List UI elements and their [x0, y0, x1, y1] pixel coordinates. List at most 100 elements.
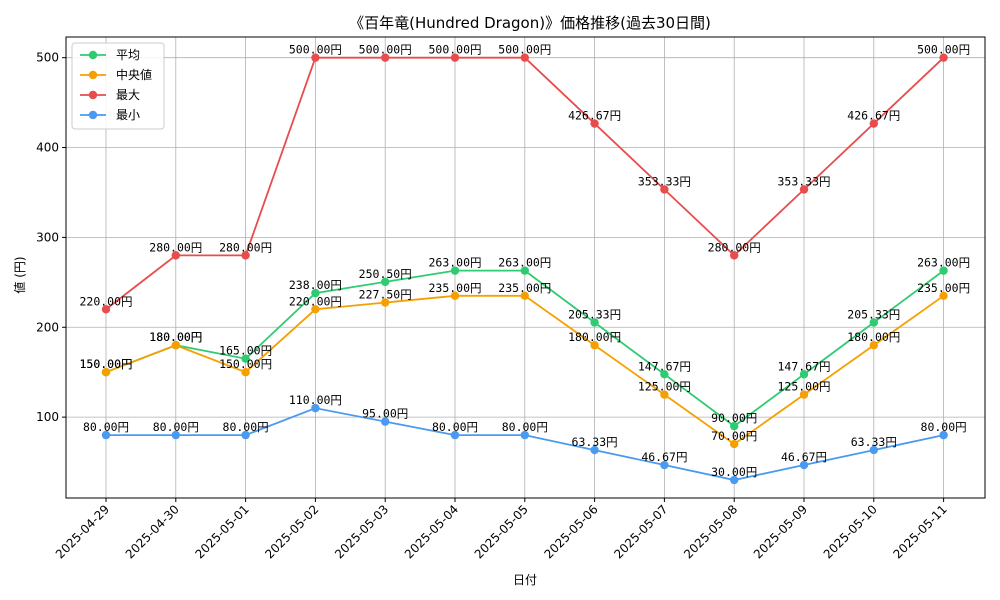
data-point — [381, 417, 390, 426]
legend-item: 最大 — [80, 88, 140, 102]
y-tick-label: 400 — [36, 141, 59, 155]
data-point — [730, 421, 739, 431]
chart-title: 《百年竜(Hundred Dragon)》価格推移(過去30日間) — [349, 14, 711, 32]
data-label: 238.00円 — [289, 278, 342, 292]
data-label: 426.67円 — [568, 109, 621, 123]
data-label: 227.50円 — [359, 288, 412, 302]
grid-lines — [66, 37, 985, 498]
legend-label: 中央値 — [116, 67, 152, 82]
data-point — [590, 445, 599, 455]
data-label: 280.00円 — [149, 240, 202, 254]
data-point — [171, 430, 180, 440]
data-point — [799, 185, 809, 194]
series-layer — [101, 53, 948, 485]
data-point — [241, 367, 250, 377]
data-label: 150.00円 — [79, 357, 132, 371]
data-label: 263.00円 — [428, 256, 481, 270]
data-point — [311, 305, 320, 314]
data-label: 500.00円 — [498, 43, 551, 57]
legend-swatch-marker — [88, 110, 98, 120]
data-point — [730, 439, 739, 449]
data-label: 80.00円 — [502, 420, 548, 434]
data-labels-layer: 150.00円 180.00円 165.00円 238.00円 250.50円 263.0… — [79, 43, 970, 479]
data-label: 180.00円 — [149, 330, 202, 344]
data-label: 46.67円 — [781, 450, 827, 464]
data-label: 220.00円 — [289, 294, 342, 308]
data-label: 500.00円 — [428, 43, 481, 57]
data-label: 80.00円 — [223, 420, 269, 434]
legend-label: 最大 — [116, 88, 140, 102]
data-point — [241, 430, 250, 440]
data-point — [869, 341, 878, 350]
data-point — [799, 460, 809, 470]
data-point — [939, 53, 948, 62]
data-point — [101, 305, 111, 314]
legend-item: 中央値 — [80, 67, 152, 82]
data-point — [381, 53, 390, 62]
data-label: 235.00円 — [428, 281, 481, 295]
data-point — [660, 185, 669, 194]
data-point — [101, 367, 111, 377]
data-label: 70.00円 — [711, 429, 757, 443]
data-label: 90.00円 — [711, 411, 757, 425]
data-point — [730, 475, 739, 485]
data-label: 80.00円 — [432, 420, 478, 434]
data-label: 63.33円 — [572, 435, 618, 449]
data-label: 147.67円 — [777, 359, 830, 373]
data-label: 147.67円 — [638, 359, 691, 373]
data-point — [939, 430, 948, 440]
data-label: 80.00円 — [153, 420, 199, 434]
data-point — [520, 53, 529, 62]
legend-item: 平均 — [80, 48, 140, 62]
data-label: 125.00円 — [777, 380, 830, 394]
data-label: 180.00円 — [568, 330, 621, 344]
data-point — [730, 251, 739, 260]
data-label: 180.00円 — [847, 330, 900, 344]
data-point — [660, 370, 669, 379]
data-point — [660, 390, 669, 399]
data-point — [450, 291, 460, 301]
data-label: 205.33円 — [568, 307, 621, 321]
data-point — [799, 370, 809, 379]
data-label: 426.67円 — [847, 109, 900, 123]
data-label: 250.50円 — [359, 267, 412, 281]
series-1 — [101, 291, 948, 449]
data-point — [939, 291, 948, 301]
data-point — [799, 390, 809, 399]
data-label: 500.00円 — [917, 43, 970, 57]
legend-label: 平均 — [116, 48, 140, 62]
data-label: 165.00円 — [219, 344, 272, 358]
y-tick-label: 200 — [36, 320, 59, 334]
data-label: 263.00円 — [917, 256, 970, 270]
series-2 — [101, 53, 948, 314]
data-label: 80.00円 — [921, 420, 967, 434]
data-label: 46.67円 — [641, 450, 687, 464]
data-label: 280.00円 — [219, 240, 272, 254]
data-point — [869, 445, 878, 455]
data-point — [381, 298, 390, 307]
data-label: 235.00円 — [917, 281, 970, 295]
data-point — [241, 354, 250, 363]
data-label: 500.00円 — [359, 43, 412, 57]
legend-label: 最小 — [116, 108, 140, 122]
legend-swatch-marker — [88, 70, 98, 80]
data-point — [660, 460, 669, 470]
y-axis-label: 値 (円) — [12, 256, 27, 293]
y-tick-label: 500 — [36, 51, 59, 65]
data-label: 263.00円 — [498, 256, 551, 270]
data-point — [520, 430, 529, 440]
data-label: 280.00円 — [708, 240, 761, 254]
data-point — [590, 341, 599, 350]
y-tick-label: 300 — [36, 230, 59, 244]
data-label: 500.00円 — [289, 43, 342, 57]
data-label: 110.00円 — [289, 393, 342, 407]
data-label: 235.00円 — [498, 281, 551, 295]
plot-frame — [65, 36, 986, 499]
y-tick-label: 100 — [36, 410, 59, 424]
data-point — [171, 251, 180, 260]
data-point — [311, 403, 320, 413]
legend-box — [71, 42, 165, 130]
series-3 — [101, 403, 948, 485]
